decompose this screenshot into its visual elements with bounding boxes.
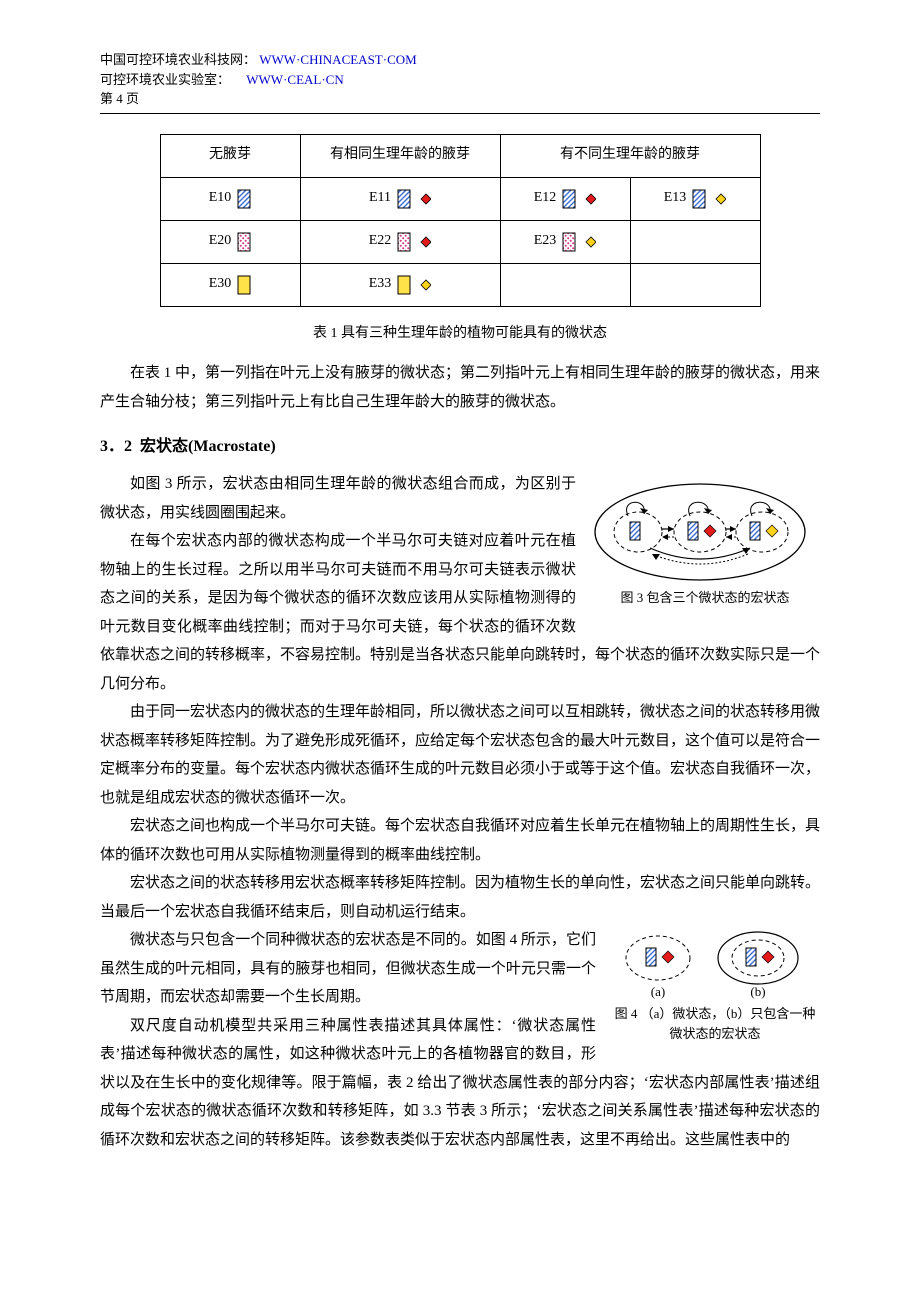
microstate-icon: [397, 232, 431, 252]
microstate-icon: [562, 232, 596, 252]
table-header-row: 无腋芽 有相同生理年龄的腋芽 有不同生理年龄的腋芽: [160, 134, 760, 177]
cell-e10: E10: [160, 177, 300, 220]
rect-yellow-icon: [237, 275, 251, 295]
th-col3: 有不同生理年龄的腋芽: [500, 134, 760, 177]
microstate-icon: [397, 275, 431, 295]
cell-e13: E13: [630, 177, 760, 220]
cell-label: E11: [369, 185, 391, 212]
th-col2: 有相同生理年龄的腋芽: [300, 134, 500, 177]
cell-label: E10: [209, 185, 232, 212]
header-label-1: 中国可控环境农业科技网：: [100, 52, 256, 67]
cell-label: E33: [369, 271, 392, 298]
header-label-2: 可控环境农业实验室：: [100, 72, 230, 87]
section-heading-3-2: 3．2 宏状态(Macrostate): [100, 432, 820, 462]
microstate-icon: [692, 189, 726, 209]
cell-e23: E23: [500, 220, 630, 263]
cell-e20: E20: [160, 220, 300, 263]
cell-e33: E33: [300, 263, 500, 306]
cell-label: E20: [209, 228, 232, 255]
heading-en: (Macrostate): [188, 438, 276, 455]
figure-4-caption: 图 4 （a）微状态，（b）只包含一种微状态的宏状态: [610, 1004, 820, 1043]
cell-label: E12: [534, 185, 557, 212]
rect-stripe-icon: [237, 189, 251, 209]
cell-empty: [630, 220, 760, 263]
figure-3-caption: 图 3 包含三个微状态的宏状态: [590, 588, 820, 608]
cell-label: E22: [369, 228, 392, 255]
table-row: E30 E33: [160, 263, 760, 306]
cell-e11: E11: [300, 177, 500, 220]
heading-zh: 宏状态: [140, 438, 188, 455]
para-after-table: 在表 1 中，第一列指在叶元上没有腋芽的微状态；第二列指叶元上有相同生理年龄的腋…: [100, 359, 820, 416]
microstate-icon: [562, 189, 596, 209]
figure-3: 图 3 包含三个微状态的宏状态: [590, 474, 820, 608]
para-3-2-5: 宏状态之间的状态转移用宏状态概率转移矩阵控制。因为植物生长的单向性，宏状态之间只…: [100, 869, 820, 926]
page-container: 中国可控环境农业科技网： WWW·CHINACEAST·COM 可控环境农业实验…: [0, 0, 920, 1214]
table-row: E10 E11 E12: [160, 177, 760, 220]
table-row: E20 E22 E23: [160, 220, 760, 263]
header-url-2: WWW·CEAL·CN: [246, 72, 343, 87]
microstate-icon: [397, 189, 431, 209]
heading-num: 3．2: [100, 438, 132, 455]
cell-label: E13: [664, 185, 687, 212]
cell-empty: [630, 263, 760, 306]
rect-dot-icon: [237, 232, 251, 252]
th-col1: 无腋芽: [160, 134, 300, 177]
figure-4-svg: (a) (b): [610, 930, 810, 1000]
figure-3-svg: [590, 474, 810, 584]
header-line-1: 中国可控环境农业科技网： WWW·CHINACEAST·COM: [100, 50, 820, 70]
cell-e12: E12: [500, 177, 630, 220]
header-url-1: WWW·CHINACEAST·COM: [259, 52, 416, 67]
header-line-2: 可控环境农业实验室： WWW·CEAL·CN: [100, 70, 820, 90]
cell-empty: [500, 263, 630, 306]
fig4-label-a: (a): [651, 984, 665, 999]
header-page-number: 第 4 页: [100, 89, 820, 109]
para-3-2-3: 由于同一宏状态内的微状态的生理年龄相同，所以微状态之间可以互相跳转，微状态之间的…: [100, 698, 820, 812]
para-3-2-4: 宏状态之间也构成一个半马尔可夫链。每个宏状态自我循环对应着生长单元在植物轴上的周…: [100, 812, 820, 869]
table-1-caption: 表 1 具有三种生理年龄的植物可能具有的微状态: [100, 321, 820, 348]
table-1: 无腋芽 有相同生理年龄的腋芽 有不同生理年龄的腋芽 E10 E11: [160, 134, 761, 307]
cell-e22: E22: [300, 220, 500, 263]
cell-label: E23: [534, 228, 557, 255]
page-header: 中国可控环境农业科技网： WWW·CHINACEAST·COM 可控环境农业实验…: [100, 50, 820, 114]
figure-4: (a) (b) 图 4 （a）微状态，（b）只包含一种微状态的宏状态: [610, 930, 820, 1043]
cell-e30: E30: [160, 263, 300, 306]
cell-label: E30: [209, 271, 232, 298]
fig4-label-b: (b): [750, 984, 765, 999]
